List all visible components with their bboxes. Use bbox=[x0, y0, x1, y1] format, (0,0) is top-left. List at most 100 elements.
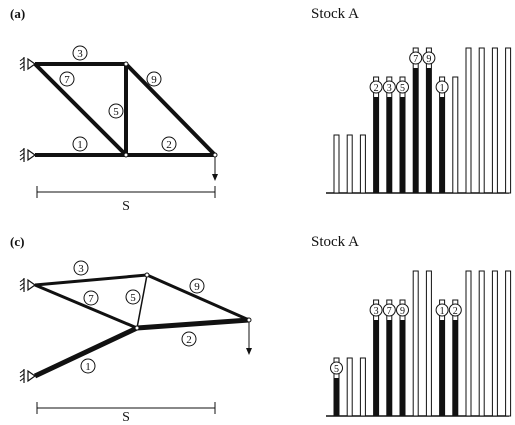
member-3-label: 3 bbox=[72, 45, 88, 61]
member-5-label: 5 bbox=[108, 103, 124, 119]
stock-member-label: 7 bbox=[413, 54, 418, 65]
stock-a-bars: 2 3 5 7 9 1 bbox=[333, 47, 512, 194]
stock-bar bbox=[425, 270, 432, 417]
panel-c-truss: (c) bbox=[10, 234, 252, 425]
stock-bar bbox=[478, 47, 485, 194]
svg-text:5: 5 bbox=[113, 106, 119, 118]
member-7-label: 7 bbox=[59, 71, 75, 87]
stock-a-title: Stock A bbox=[311, 6, 359, 22]
member-9-line bbox=[124, 62, 217, 157]
stock-member-label: 1 bbox=[440, 83, 445, 94]
member-9-label: 9 bbox=[189, 278, 205, 294]
load-arrow-icon bbox=[246, 322, 252, 355]
member-9-line bbox=[146, 273, 250, 322]
stock-bar bbox=[412, 270, 419, 417]
stock-member-label-circle bbox=[435, 303, 449, 317]
stock-member-label-circle bbox=[448, 303, 462, 317]
pin-support-icon bbox=[19, 57, 37, 71]
panel-a-stock: Stock A 2 3 5 7 9 1 bbox=[311, 6, 512, 194]
stock-bar bbox=[359, 357, 366, 417]
stock-member-label: 9 bbox=[426, 54, 431, 65]
member-2-label: 2 bbox=[161, 136, 177, 152]
stock-member-label: 2 bbox=[374, 83, 379, 94]
member-7-line bbox=[34, 283, 138, 330]
panel-a-label: (a) bbox=[10, 6, 25, 21]
stock-member-label-circle bbox=[330, 361, 343, 375]
member-7-line bbox=[33, 62, 128, 157]
stock-c-title: Stock A bbox=[311, 234, 359, 250]
stock-member-label-circle bbox=[369, 80, 383, 94]
stock-bar bbox=[465, 47, 472, 194]
stock-bar bbox=[505, 47, 512, 194]
stock-bar-used-segment bbox=[426, 68, 432, 193]
stock-member-label-circle bbox=[382, 303, 396, 317]
stock-member-label: 7 bbox=[387, 306, 392, 317]
stock-bar bbox=[465, 270, 472, 417]
stock-bar-used-segment bbox=[334, 378, 339, 416]
stock-bar bbox=[359, 134, 366, 194]
stock-bar-used-segment bbox=[386, 97, 392, 193]
stock-bar-used-segment bbox=[400, 320, 405, 416]
member-1-label: 1 bbox=[72, 136, 88, 152]
stock-bar-used-segment bbox=[413, 68, 419, 193]
member-7-label: 7 bbox=[83, 290, 99, 306]
span-dimension: S bbox=[36, 402, 216, 425]
member-3-label: 3 bbox=[73, 260, 89, 276]
stock-member-label-circle bbox=[435, 80, 449, 94]
pin-support-icon bbox=[19, 369, 37, 383]
stock-bar bbox=[346, 357, 353, 417]
stock-bar bbox=[491, 270, 498, 417]
svg-text:9: 9 bbox=[194, 281, 200, 293]
stock-member-label: 5 bbox=[334, 364, 339, 375]
svg-text:1: 1 bbox=[77, 139, 83, 151]
pin-support-icon bbox=[19, 148, 37, 162]
svg-text:2: 2 bbox=[186, 334, 192, 346]
stock-member-label: 1 bbox=[440, 306, 445, 317]
joint bbox=[123, 152, 129, 158]
stock-bar bbox=[491, 47, 498, 194]
stock-bar-used-segment bbox=[373, 97, 379, 193]
stock-member-label-circle bbox=[396, 303, 409, 317]
stock-member-label: 2 bbox=[453, 306, 458, 317]
stock-bar bbox=[346, 134, 353, 194]
svg-text:7: 7 bbox=[88, 293, 94, 305]
joint bbox=[246, 317, 252, 323]
stock-bar-used-segment bbox=[386, 320, 392, 416]
svg-text:5: 5 bbox=[130, 292, 136, 304]
panel-c-label: (c) bbox=[10, 234, 24, 249]
svg-text:3: 3 bbox=[78, 263, 84, 275]
svg-text:7: 7 bbox=[64, 74, 70, 86]
stock-bar bbox=[478, 270, 485, 417]
span-label: S bbox=[122, 410, 130, 425]
stock-member-label-circle bbox=[409, 51, 423, 65]
joint bbox=[123, 61, 129, 67]
member-9-label: 9 bbox=[146, 71, 162, 87]
load-arrow-icon bbox=[212, 157, 218, 181]
joint bbox=[144, 272, 150, 278]
joint bbox=[134, 325, 140, 331]
stock-member-label-circle bbox=[382, 80, 396, 94]
member-5-label: 5 bbox=[125, 289, 141, 305]
member-5-line bbox=[136, 274, 148, 329]
member-2-label: 2 bbox=[181, 331, 197, 347]
stock-member-label: 3 bbox=[387, 83, 392, 94]
stock-bar-used-segment bbox=[439, 97, 445, 193]
stock-bar-used-segment bbox=[400, 97, 405, 193]
span-dimension: S bbox=[36, 186, 216, 214]
stock-bar bbox=[452, 76, 459, 194]
member-3-line bbox=[34, 273, 148, 287]
stock-member-label-circle bbox=[396, 80, 409, 94]
stock-member-label: 3 bbox=[374, 306, 379, 317]
stock-bar bbox=[333, 134, 340, 194]
stock-member-label: 5 bbox=[400, 83, 405, 94]
member-2-line bbox=[136, 317, 250, 331]
svg-text:2: 2 bbox=[166, 139, 172, 151]
stock-member-label: 9 bbox=[400, 306, 405, 317]
member-1-label: 1 bbox=[80, 358, 96, 374]
stock-bar-used-segment bbox=[439, 320, 445, 416]
svg-text:3: 3 bbox=[77, 48, 83, 60]
svg-text:1: 1 bbox=[85, 361, 91, 373]
stock-c-bars: 5 3 7 9 1 2 bbox=[330, 270, 512, 417]
svg-text:9: 9 bbox=[151, 74, 157, 86]
